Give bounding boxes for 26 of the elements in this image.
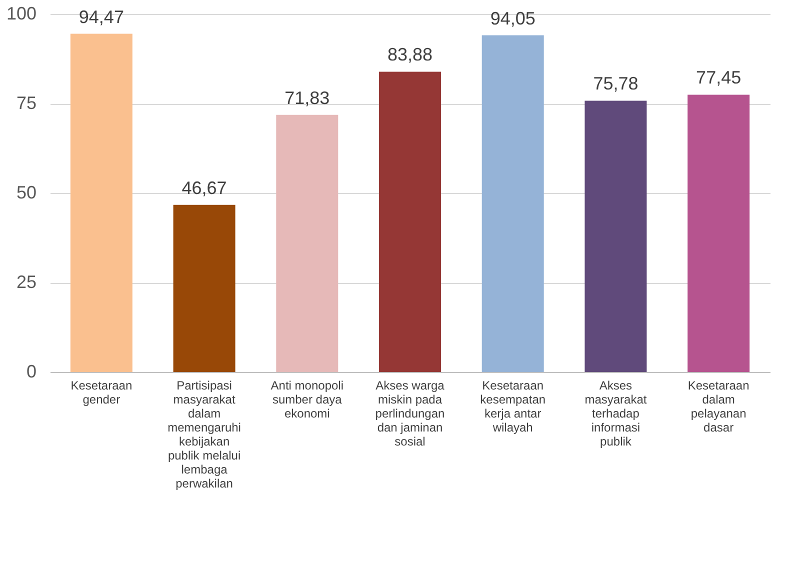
x-tick-label: Akses masyarakat terhadap informasi publik	[584, 378, 648, 448]
x-tick-label: Akses warga miskin pada perlindungan dan jaminan sosial	[375, 378, 445, 448]
data-label: 75,78	[593, 74, 638, 94]
x-tick-label: Anti monopoli sumber daya ekonomi	[270, 378, 344, 420]
y-tick-label: 25	[16, 272, 36, 292]
x-tick-label: Partisipasi masyarakat dalam memengaruhi kebijakan publik melalui lembaga perwakilan	[168, 378, 241, 490]
data-label: 77,45	[696, 68, 742, 88]
data-label: 71,83	[284, 88, 330, 108]
data-label: 94,47	[78, 6, 124, 27]
bar	[276, 114, 338, 372]
bar	[379, 72, 441, 372]
bar	[584, 100, 647, 372]
y-tick-label: 75	[16, 93, 36, 113]
bar	[688, 94, 750, 372]
x-tick-label: Kesetaraan gender	[70, 378, 132, 406]
bar	[173, 204, 236, 372]
y-tick-label: 100	[6, 4, 36, 24]
y-tick-label: 50	[16, 182, 36, 202]
data-label: 83,88	[387, 44, 433, 65]
bar	[70, 34, 132, 372]
bar	[482, 35, 544, 372]
y-tick-label: 0	[26, 362, 36, 382]
x-tick-label: Kesetaraan kesempatan kerja antar wilayah	[480, 378, 546, 434]
data-label: 94,05	[490, 8, 536, 28]
x-tick-label: Kesetaraan dalam pelayanan dasar	[688, 378, 750, 434]
data-label: 46,67	[182, 178, 227, 198]
